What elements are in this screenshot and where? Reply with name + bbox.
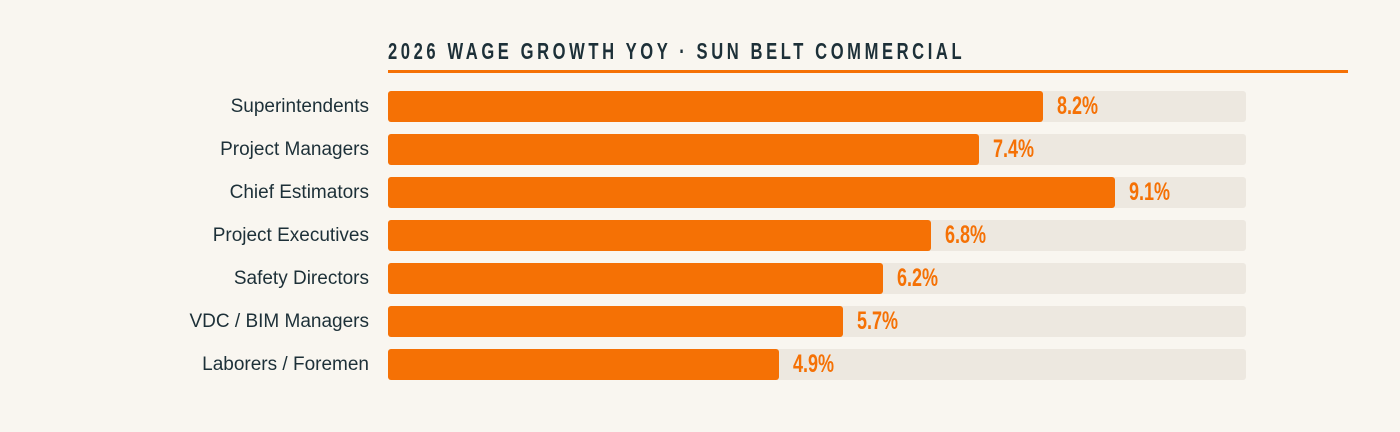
bar [388,177,1115,208]
bar [388,220,932,251]
category-label: Chief Estimators [229,182,369,203]
category-label: VDC / BIM Managers [189,311,370,332]
category-label: Project Executives [212,225,369,246]
bar [388,349,780,380]
value-label: 6.2% [897,264,939,292]
bar-row: Project Executives 6.8% [0,220,1400,251]
value-label: 8.2% [1057,92,1099,120]
bar-row: Safety Directors 6.2% [0,263,1400,294]
category-label: Laborers / Foremen [202,354,369,375]
bar-row: Chief Estimators 9.1% [0,177,1400,208]
value-label: 4.9% [793,350,835,378]
bar [388,306,844,337]
bar [388,134,980,165]
value-label: 9.1% [1128,178,1170,206]
bar-row: Project Managers 7.4% [0,134,1400,165]
bar [388,263,884,294]
chart-title: 2026 WAGE GROWTH YOY · SUN BELT COMMERCI… [388,38,966,64]
category-label: Superintendents [230,96,369,117]
value-label: 5.7% [857,307,899,335]
title-underline [388,70,1348,73]
bar-row: Superintendents 8.2% [0,91,1400,122]
bar-row: VDC / BIM Managers 5.7% [0,306,1400,337]
value-label: 7.4% [993,135,1035,163]
category-label: Safety Directors [233,268,369,289]
bar [388,91,1044,122]
category-label: Project Managers [220,139,369,160]
value-label: 6.8% [945,221,987,249]
bar-row: Laborers / Foremen 4.9% [0,349,1400,380]
